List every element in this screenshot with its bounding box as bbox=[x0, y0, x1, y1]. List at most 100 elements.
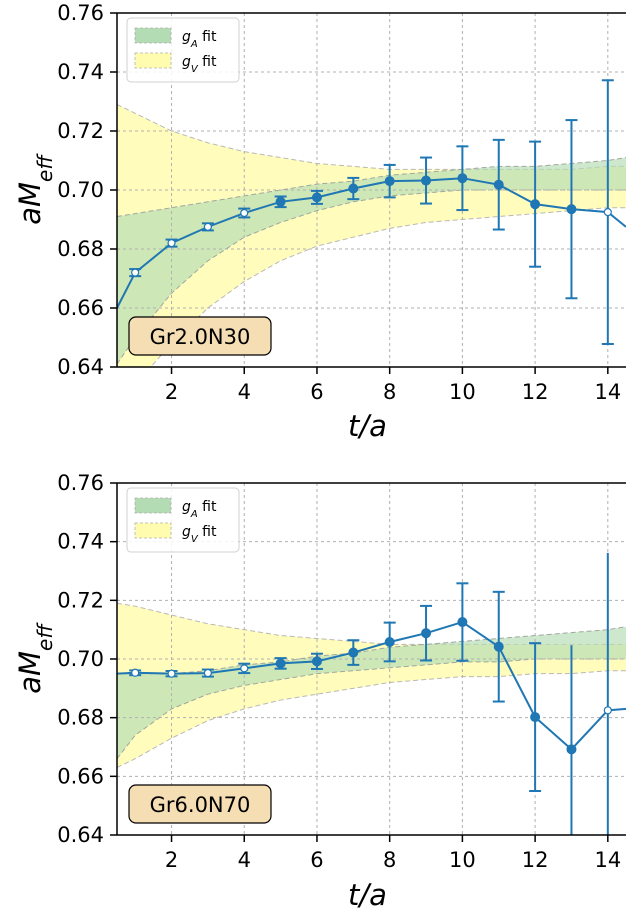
x-axis-label: t/a bbox=[348, 409, 387, 443]
annotation-label: Gr2.0N30 bbox=[150, 325, 251, 349]
x-tick-label: 12 bbox=[522, 380, 549, 404]
gV-band-lower-edge bbox=[150, 207, 626, 367]
y-axis-label-subscript: eff bbox=[33, 622, 57, 651]
gA-band-lower-edge bbox=[117, 189, 626, 365]
x-tick-label: 6 bbox=[310, 848, 323, 872]
data-point-filled bbox=[530, 712, 541, 723]
x-tick-label: 10 bbox=[449, 380, 476, 404]
legend-label-sub: A bbox=[190, 509, 198, 520]
data-point-filled bbox=[384, 636, 395, 647]
data-point-open bbox=[203, 222, 212, 231]
annotation-box bbox=[128, 784, 272, 824]
data-point-filled bbox=[566, 204, 577, 215]
data-point-filled bbox=[421, 628, 432, 639]
legend-label-rest: fit bbox=[198, 54, 217, 70]
y-tick-label: 0.68 bbox=[57, 237, 104, 261]
y-tick-label: 0.68 bbox=[57, 706, 104, 730]
legend-label-main: g bbox=[182, 524, 191, 540]
x-tick-label: 14 bbox=[594, 380, 621, 404]
panel-top: 2 4 6 8 10 12 14 0.64 0.66 0.68 0.70 0.72 0.74 0.76 t/… bbox=[13, 1, 626, 443]
legend-label-sub: V bbox=[191, 64, 199, 75]
data-point-open bbox=[240, 664, 249, 673]
plot-area bbox=[117, 483, 626, 835]
legend-swatch bbox=[134, 27, 172, 44]
series-line bbox=[117, 620, 626, 751]
data-point-filled bbox=[421, 175, 432, 186]
annotation-box bbox=[128, 316, 272, 356]
legend-swatch bbox=[134, 497, 172, 514]
y-tick-label: 0.74 bbox=[57, 60, 104, 84]
gV-band-upper-edge bbox=[117, 104, 626, 170]
legend-label: gV fit bbox=[182, 54, 217, 75]
gA-band-upper-edge bbox=[117, 157, 626, 218]
legend-label-main: g bbox=[182, 499, 191, 515]
y-tick-label: 0.66 bbox=[57, 764, 104, 788]
data-point-filled bbox=[275, 196, 286, 207]
legend-label: gA fit bbox=[182, 29, 217, 50]
data-point-open bbox=[167, 239, 176, 248]
panel-bottom: 2 4 6 8 10 12 14 0.64 0.66 0.68 0.70 0.72 0.74 0.76 t/… bbox=[13, 471, 626, 912]
x-tick-label: 2 bbox=[165, 380, 178, 404]
data-point-filled bbox=[275, 658, 286, 669]
legend-label-main: g bbox=[182, 54, 191, 70]
data-point-filled bbox=[348, 647, 359, 658]
x-tick-label: 2 bbox=[165, 848, 178, 872]
legend-label-main: g bbox=[182, 29, 191, 45]
legend-label-sub: V bbox=[191, 534, 199, 545]
x-tick-label: 8 bbox=[383, 848, 396, 872]
y-tick-label: 0.72 bbox=[57, 588, 104, 612]
data-point-filled bbox=[457, 173, 468, 184]
y-tick-label: 0.66 bbox=[57, 296, 104, 320]
legend-label-rest: fit bbox=[198, 499, 217, 515]
legend-label-rest: fit bbox=[198, 524, 217, 540]
y-tick-label: 0.64 bbox=[57, 823, 104, 847]
y-tick-label: 0.70 bbox=[57, 178, 104, 202]
gA-band-upper-edge bbox=[117, 626, 626, 675]
data-point-open bbox=[131, 268, 140, 277]
data-point-filled bbox=[311, 192, 322, 203]
y-tick-label: 0.74 bbox=[57, 530, 104, 554]
data-point-open bbox=[131, 668, 140, 677]
legend-box bbox=[126, 17, 240, 83]
y-tick-label: 0.76 bbox=[57, 1, 104, 25]
data-point-filled bbox=[530, 199, 541, 210]
gV-band-upper-edge bbox=[117, 602, 626, 645]
data-point-filled bbox=[566, 744, 577, 755]
legend-label: gA fit bbox=[182, 499, 217, 520]
x-tick-label: 14 bbox=[594, 848, 621, 872]
series-line bbox=[117, 177, 626, 309]
x-tick-label: 12 bbox=[522, 848, 549, 872]
legend-swatch bbox=[134, 522, 172, 539]
y-tick-label: 0.76 bbox=[57, 471, 104, 495]
y-tick-label: 0.64 bbox=[57, 355, 104, 379]
legend-label-rest: fit bbox=[198, 29, 217, 45]
y-tick-label: 0.70 bbox=[57, 647, 104, 671]
x-axis-label: t/a bbox=[348, 878, 387, 912]
x-tick-label: 4 bbox=[238, 848, 251, 872]
x-tick-label: 6 bbox=[310, 380, 323, 404]
legend-label: gV fit bbox=[182, 524, 217, 545]
legend-label-sub: A bbox=[190, 39, 198, 50]
data-point-open bbox=[203, 668, 212, 678]
legend-box bbox=[126, 487, 240, 553]
data-point-filled bbox=[493, 179, 504, 190]
data-point-open bbox=[240, 208, 249, 218]
x-tick-label: 4 bbox=[238, 380, 251, 404]
data-point-filled bbox=[384, 176, 395, 187]
data-point-filled bbox=[457, 617, 468, 628]
x-tick-label: 8 bbox=[383, 380, 396, 404]
y-tick-label: 0.72 bbox=[57, 119, 104, 143]
y-axis-label-subscript: eff bbox=[33, 153, 57, 182]
data-point-open bbox=[167, 669, 176, 678]
x-tick-label: 10 bbox=[449, 848, 476, 872]
gV-band-lower-edge bbox=[117, 670, 626, 768]
legend-swatch bbox=[134, 52, 172, 69]
data-point-filled bbox=[348, 183, 359, 194]
data-point-filled bbox=[493, 641, 504, 652]
data-point-open bbox=[603, 208, 612, 217]
annotation-label: Gr6.0N70 bbox=[150, 793, 251, 817]
data-point-filled bbox=[311, 656, 322, 667]
